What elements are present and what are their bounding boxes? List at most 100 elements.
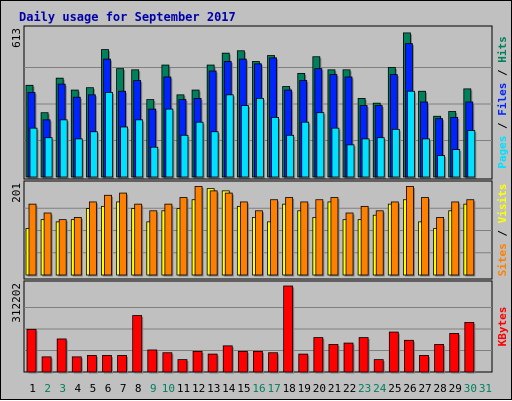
bar-pages <box>105 92 113 178</box>
bar-pages <box>286 134 295 178</box>
bar-pages <box>195 121 204 178</box>
x-tick-label: 20 <box>313 382 326 395</box>
bar-sites <box>43 212 52 276</box>
x-tick-label: 6 <box>105 382 112 395</box>
legend-hits-files-pages: Pages / Files / Hits <box>496 36 509 169</box>
bar-pages <box>256 98 264 178</box>
bar-pages <box>29 127 38 178</box>
bar-kbytes <box>404 339 414 373</box>
bar-pages <box>452 149 461 178</box>
x-tick-label: 5 <box>90 382 97 395</box>
bar-pages <box>316 112 325 178</box>
legend-segment: / <box>496 116 509 136</box>
bar-sites <box>255 210 263 276</box>
bar-kbytes <box>207 353 218 373</box>
bar-pages <box>210 131 219 178</box>
bar-pages <box>376 137 385 178</box>
bar-kbytes <box>71 356 82 373</box>
bar-sites <box>73 217 82 276</box>
y-max-label-visits-sites: 201 <box>10 183 23 203</box>
x-tick-label: 21 <box>328 382 341 395</box>
x-tick-label: 3 <box>59 382 66 395</box>
x-tick-label: 4 <box>75 382 82 395</box>
bar-sites <box>164 203 173 276</box>
bar-pages <box>467 130 476 178</box>
bar-sites <box>149 210 158 276</box>
chart-title: Daily usage for September 2017 <box>19 10 236 24</box>
bar-pages <box>407 90 415 178</box>
bar-pages <box>437 155 446 178</box>
x-tick-label: 11 <box>177 382 190 395</box>
bar-pages <box>89 131 98 178</box>
bar-sites <box>58 219 67 276</box>
x-tick-label: 24 <box>373 382 387 395</box>
bar-sites <box>270 199 278 276</box>
bar-pages <box>422 138 430 178</box>
x-tick-label: 8 <box>135 382 142 395</box>
bar-kbytes <box>268 352 278 373</box>
x-tick-label: 31 <box>479 382 492 395</box>
legend-segment: Sites <box>496 243 509 276</box>
bar-sites <box>330 197 339 276</box>
bar-pages <box>135 119 144 178</box>
x-tick-label: 15 <box>237 382 250 395</box>
x-tick-label: 19 <box>298 382 311 395</box>
bar-kbytes <box>283 285 294 373</box>
y-max-label-kbytes: 312202 <box>10 283 23 323</box>
bar-kbytes <box>162 352 173 373</box>
bar-sites <box>360 205 369 276</box>
bar-pages <box>240 105 249 178</box>
bar-sites <box>285 197 294 276</box>
bar-pages <box>180 134 189 178</box>
x-tick-label: 22 <box>343 382 356 395</box>
bar-sites <box>224 192 233 276</box>
bar-sites <box>421 197 429 276</box>
bar-sites <box>179 197 188 276</box>
legend-kbytes: KBytes <box>496 307 509 347</box>
bar-kbytes <box>56 338 67 373</box>
bar-pages <box>165 108 174 178</box>
legend-segment: Hits <box>496 36 509 63</box>
bar-sites <box>315 199 324 276</box>
bar-kbytes <box>253 350 263 373</box>
legend-segment: Visits <box>496 184 509 224</box>
x-tick-label: 9 <box>150 382 157 395</box>
x-tick-label: 7 <box>120 382 127 395</box>
bar-kbytes <box>298 353 309 373</box>
bar-kbytes <box>373 359 384 373</box>
bar-kbytes <box>86 355 97 373</box>
legend-segment: Pages <box>496 136 509 169</box>
bar-kbytes <box>313 337 324 373</box>
bar-pages <box>301 121 310 178</box>
x-tick-label: 30 <box>464 382 477 395</box>
bar-pages <box>74 138 83 178</box>
bar-kbytes <box>464 322 475 373</box>
bar-sites <box>466 199 475 276</box>
bar-pages <box>346 144 355 178</box>
bar-kbytes <box>147 349 158 373</box>
bar-pages <box>150 146 159 178</box>
x-tick-label: 27 <box>418 382 431 395</box>
x-tick-label: 23 <box>358 382 371 395</box>
bar-pages <box>120 126 128 178</box>
bar-kbytes <box>328 344 339 373</box>
bar-sites <box>300 201 309 276</box>
legend-segment: Files <box>496 83 509 116</box>
x-tick-label: 18 <box>283 382 296 395</box>
bar-pages <box>59 119 68 178</box>
x-tick-label: 13 <box>207 382 220 395</box>
x-tick-label: 16 <box>252 382 265 395</box>
bar-pages <box>331 127 340 178</box>
legend-segment: / <box>496 63 509 83</box>
bar-sites <box>194 186 203 276</box>
bar-kbytes <box>41 356 52 373</box>
bar-kbytes <box>222 345 233 373</box>
x-tick-label: 17 <box>267 382 280 395</box>
bar-kbytes <box>237 350 248 373</box>
bar-sites <box>209 190 218 276</box>
bar-sites <box>104 194 112 276</box>
bar-sites <box>436 217 445 276</box>
bar-sites <box>28 203 37 276</box>
